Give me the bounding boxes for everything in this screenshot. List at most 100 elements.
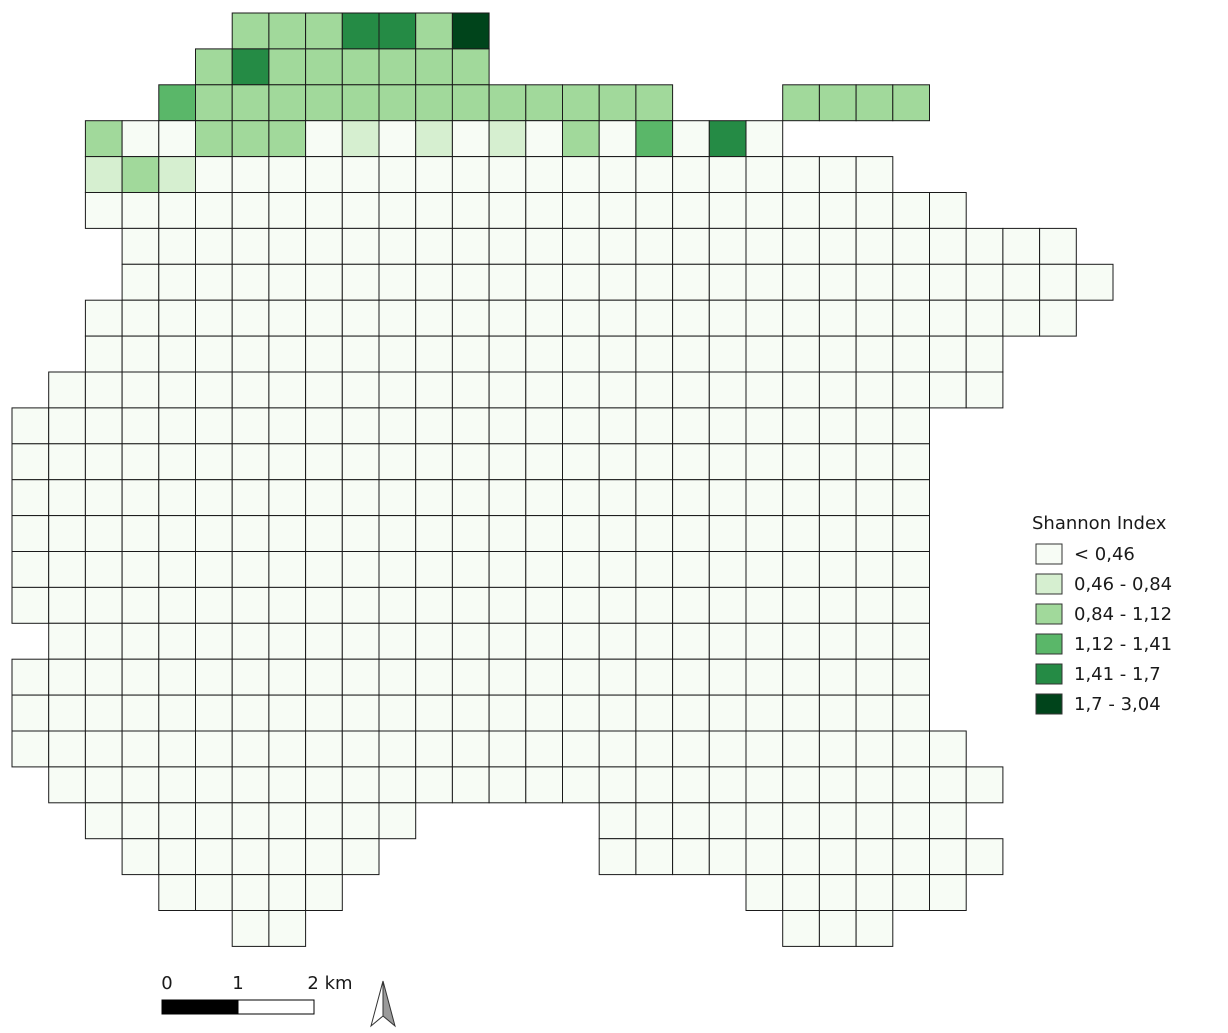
grid-cell (415, 12, 453, 50)
grid-cell (745, 299, 784, 337)
grid-cell (378, 766, 417, 804)
grid-cell (341, 48, 380, 86)
grid-cell (11, 658, 50, 696)
grid-cell (11, 730, 50, 768)
grid-cell (84, 766, 123, 804)
grid-cell (415, 766, 453, 804)
grid-cell (158, 335, 197, 373)
grid-cell (745, 120, 784, 158)
grid-cell (488, 120, 527, 158)
grid-cell (782, 84, 820, 122)
grid-cell (121, 227, 160, 265)
grid-cell (635, 192, 674, 229)
grid-cell (305, 120, 343, 158)
legend-label: 0,84 - 1,12 (1074, 604, 1172, 625)
grid-cell (892, 479, 930, 517)
grid-cell (231, 12, 270, 50)
grid-cell (488, 551, 527, 588)
grid-cell (451, 299, 490, 337)
grid-cell (158, 156, 197, 194)
grid-cell (782, 263, 820, 301)
grid-cell (195, 515, 233, 552)
grid-cell (451, 84, 490, 122)
legend-swatch (1035, 543, 1063, 565)
grid-cell (745, 156, 784, 194)
grid-cell (892, 335, 930, 373)
grid-cell (818, 658, 857, 696)
grid-cell (158, 371, 197, 409)
grid-cell (451, 335, 490, 373)
grid-cell (745, 192, 784, 229)
grid-cell (635, 156, 674, 194)
legend-label: < 0,46 (1074, 544, 1135, 565)
grid-cell (121, 192, 160, 229)
grid-cell (598, 694, 637, 732)
grid-cell (268, 694, 307, 732)
grid-cell (305, 443, 343, 481)
grid-cell (121, 586, 160, 624)
grid-cell (488, 299, 527, 337)
grid-cell (158, 479, 197, 517)
grid-cell (305, 766, 343, 804)
grid-cell (415, 263, 453, 301)
grid-cell (11, 443, 50, 481)
grid-cell (708, 586, 747, 624)
grid-cell (231, 48, 270, 86)
grid-cell (488, 443, 527, 481)
grid-cell (305, 156, 343, 194)
grid-cell (158, 407, 197, 445)
grid-cell (855, 910, 894, 947)
grid-cell (892, 443, 930, 481)
grid-cell (635, 802, 674, 840)
grid-cell (635, 263, 674, 301)
grid-cell (305, 479, 343, 517)
grid-cell (562, 515, 600, 552)
grid-cell (158, 874, 197, 911)
grid-cell (745, 263, 784, 301)
grid-cell (84, 371, 123, 409)
grid-cell (635, 299, 674, 337)
legend-swatch (1035, 633, 1063, 655)
grid-cell (892, 730, 930, 768)
grid-cell (121, 120, 160, 158)
grid-cell (84, 730, 123, 768)
grid-cell (672, 586, 710, 624)
grid-cell (231, 84, 270, 122)
grid-cell (341, 586, 380, 624)
grid-cell (488, 263, 527, 301)
grid-cell (525, 694, 563, 732)
grid-cell (782, 586, 820, 624)
grid-cell (855, 694, 894, 732)
grid-cell (745, 227, 784, 265)
grid-cell (525, 227, 563, 265)
grid-cell (745, 551, 784, 588)
grid-cell (378, 371, 417, 409)
grid-cell (231, 658, 270, 696)
grid-cell (598, 551, 637, 588)
grid-cell (598, 192, 637, 229)
grid-cell (708, 622, 747, 660)
grid-cell (341, 371, 380, 409)
grid-cell (745, 802, 784, 840)
grid-cell (341, 192, 380, 229)
grid-cell (231, 910, 270, 947)
grid-cell (231, 838, 270, 876)
grid-cell (268, 227, 307, 265)
grid-cell (378, 479, 417, 517)
grid-cell (562, 120, 600, 158)
grid-cell (818, 515, 857, 552)
grid-cell (598, 515, 637, 552)
grid-cell (488, 766, 527, 804)
grid-cell (782, 551, 820, 588)
grid-cell (525, 84, 563, 122)
grid-cell (231, 730, 270, 768)
grid-cell (195, 120, 233, 158)
grid-cell (892, 838, 930, 876)
grid-cell (451, 586, 490, 624)
grid-cell (745, 658, 784, 696)
grid-cell (341, 12, 380, 50)
legend-title: Shannon Index (1032, 513, 1167, 534)
grid-cell (635, 515, 674, 552)
grid-cell (708, 838, 747, 876)
scale-tick-1: 1 (232, 973, 243, 994)
